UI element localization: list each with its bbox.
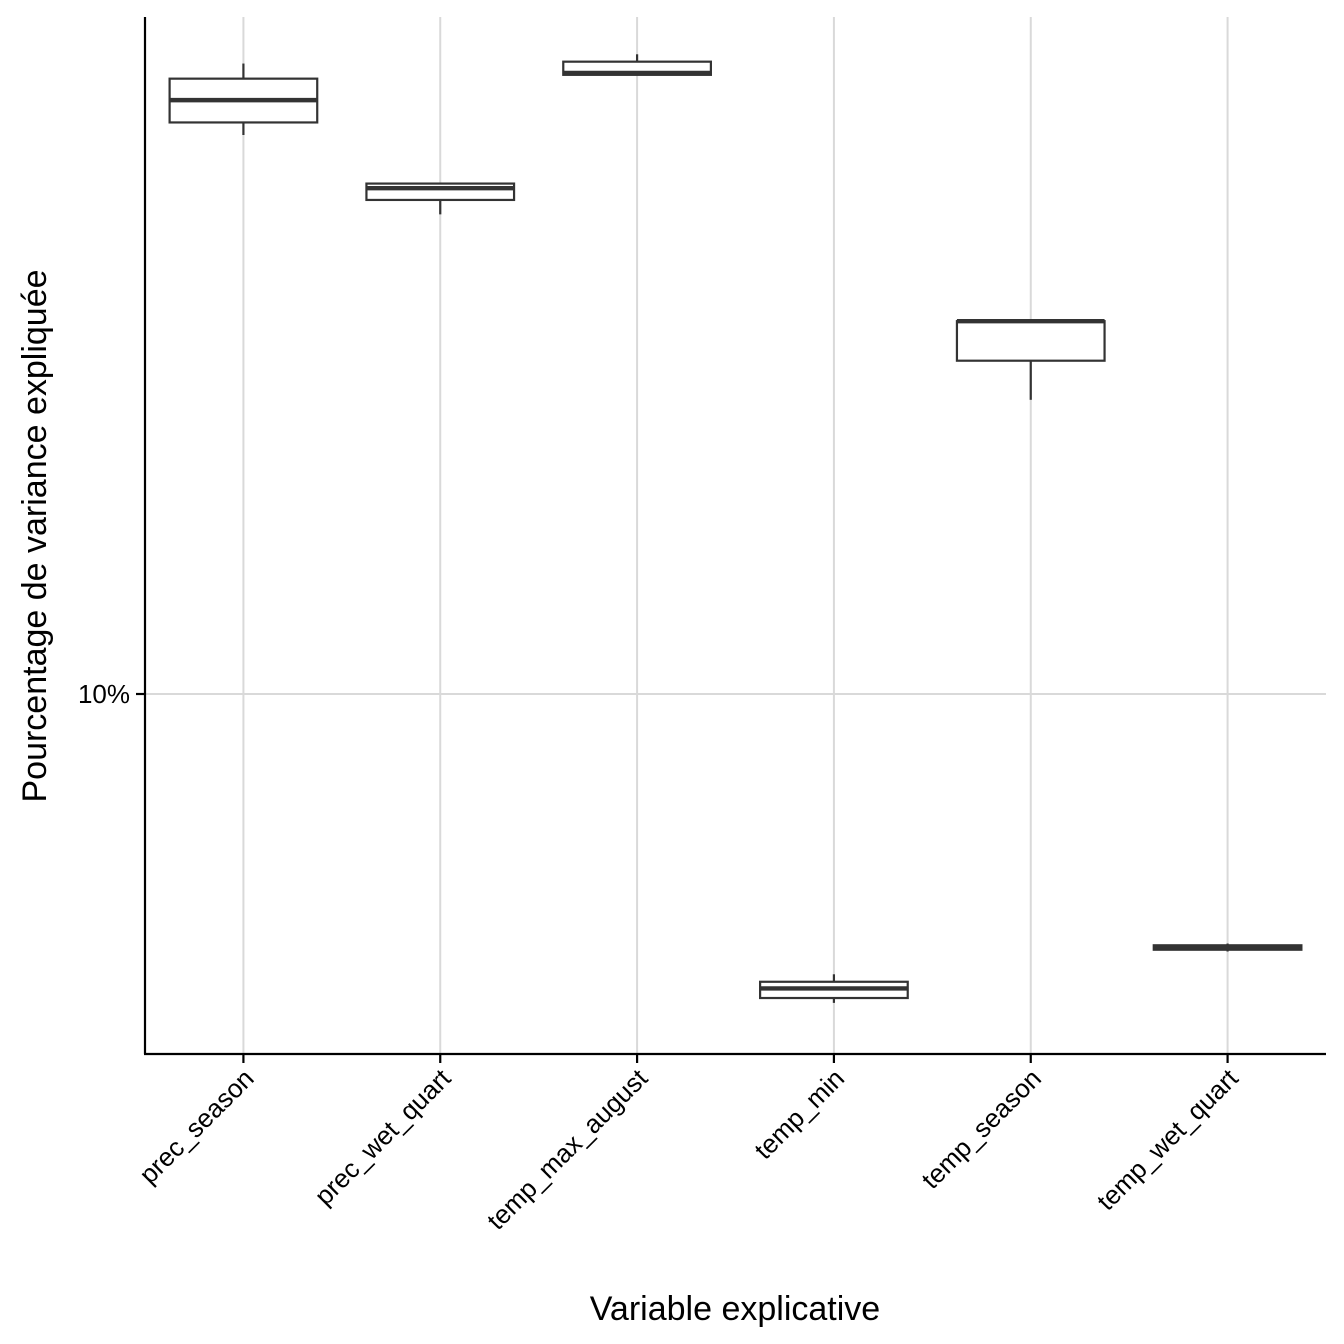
box-temp_season (955, 320, 1106, 362)
x-tick-label: temp_season (915, 1063, 1047, 1195)
x-tick-label: prec_wet_quart (309, 1062, 457, 1210)
x-tick-label: prec_season (133, 1063, 259, 1189)
y-axis-title: Pourcentage de variance expliquée (16, 269, 54, 802)
x-tick-label: temp_wet_quart (1091, 1062, 1245, 1216)
x-tick-label: temp_max_august (481, 1062, 654, 1235)
tick-labels: 10% prec_season prec_wet_quart temp_max_aug… (78, 679, 1244, 1235)
axes (136, 17, 1326, 1063)
boxes (168, 54, 1303, 1003)
x-tick-label: temp_min (748, 1063, 850, 1165)
grid-lines (145, 17, 1326, 1054)
y-tick-label: 10% (78, 679, 130, 709)
x-axis-title: Variable explicative (590, 1290, 880, 1328)
